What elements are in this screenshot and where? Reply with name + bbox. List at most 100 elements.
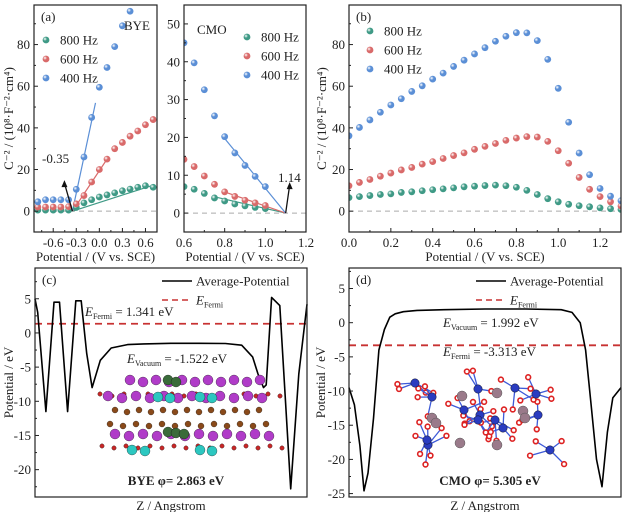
atom — [124, 374, 136, 386]
value: = 1.992 eV — [477, 315, 539, 330]
subscript: Vacuum — [135, 359, 162, 368]
atom — [526, 452, 534, 459]
x-tick-label: 1.0 — [257, 235, 273, 250]
legend-marker — [366, 46, 374, 54]
y-tick-label: -25 — [328, 486, 345, 501]
y-tick-label: 5 — [25, 291, 32, 306]
data-point — [492, 181, 499, 189]
atom — [456, 390, 468, 402]
data-point — [502, 32, 510, 40]
atom — [242, 390, 254, 402]
data-point — [492, 37, 499, 45]
atom — [193, 428, 205, 440]
data-point — [241, 202, 249, 210]
average-potential-curve — [34, 296, 308, 490]
data-point — [88, 178, 96, 186]
data-point — [460, 183, 468, 191]
data-point — [471, 145, 478, 153]
fermi-annotation: EFermi = -3.313 eV — [442, 344, 536, 361]
atom — [461, 421, 468, 429]
value: = -3.313 eV — [470, 344, 536, 359]
x-tick-label: -0.3 — [66, 235, 87, 250]
data-point — [356, 124, 363, 131]
legend-marker — [243, 71, 251, 79]
data-point — [119, 22, 126, 30]
y-tick-label: -20 — [328, 452, 345, 467]
data-point — [119, 187, 126, 195]
atom — [183, 406, 191, 414]
atom — [207, 430, 219, 442]
atom — [215, 376, 227, 388]
atom — [410, 378, 420, 388]
plot-area — [349, 29, 621, 213]
data-point — [349, 194, 353, 202]
y-tick-label: 0 — [339, 204, 346, 219]
atom — [497, 376, 505, 383]
data-point — [80, 199, 88, 207]
atom — [145, 422, 153, 430]
y-axis-title: Potential / eV — [313, 346, 328, 418]
value: = -1.522 eV — [161, 351, 227, 366]
data-point — [134, 127, 142, 135]
data-point — [460, 56, 468, 64]
atom — [194, 444, 206, 456]
vacuum-annotation: EVacuum = -1.522 eV — [126, 351, 228, 368]
atom — [147, 408, 155, 416]
plot-frame — [348, 4, 622, 233]
atom — [265, 391, 271, 397]
data-point — [429, 158, 437, 166]
y-tick-label: 40 — [17, 120, 30, 135]
atom — [147, 443, 153, 449]
atom — [277, 393, 283, 399]
atom — [228, 374, 240, 386]
x-tick-label: 0.8 — [217, 235, 233, 250]
y-tick-label: 60 — [332, 79, 345, 94]
atom — [123, 430, 135, 442]
atom — [223, 422, 231, 430]
cmo-crystal-structure-image — [394, 367, 568, 468]
data-point — [251, 172, 259, 180]
vacuum-annotation: EVacuum = 1.992 eV — [442, 315, 539, 332]
atom — [459, 405, 469, 415]
x-tick-label: 0.0 — [341, 235, 357, 250]
data-point — [544, 138, 552, 145]
data-point — [617, 197, 621, 205]
data-point — [471, 182, 478, 190]
legend-marker — [243, 52, 251, 60]
data-point — [586, 171, 594, 179]
atom — [116, 392, 128, 404]
atom — [135, 406, 143, 414]
data-point — [481, 143, 489, 150]
data-point — [439, 69, 447, 77]
atom — [102, 390, 114, 402]
data-point — [57, 196, 65, 204]
atom — [509, 435, 516, 442]
data-point — [211, 194, 218, 202]
y-tick-label: 40 — [167, 54, 180, 69]
atom — [254, 374, 266, 386]
data-point — [596, 204, 604, 212]
atom — [414, 393, 421, 401]
data-point — [126, 7, 134, 15]
data-point — [450, 184, 458, 192]
atom — [159, 445, 165, 451]
atom — [491, 387, 503, 399]
data-point — [241, 196, 249, 204]
x-axis-title: Potential / (V vs. SCE) — [36, 249, 155, 264]
data-point — [231, 149, 239, 157]
plot-area — [184, 39, 306, 214]
y-tick-label: -15 — [14, 428, 31, 443]
data-point — [211, 180, 218, 188]
data-point — [88, 114, 96, 121]
data-point — [439, 155, 447, 162]
data-point — [575, 174, 583, 181]
data-point — [149, 116, 157, 123]
panel-b: 0 20 40 60 80 0.0 0.2 0.4 0.6 0.8 1.0 1.2 Potential … — [314, 4, 622, 264]
data-point — [408, 164, 416, 171]
atom — [106, 420, 114, 428]
atom — [206, 392, 218, 404]
atom — [427, 392, 437, 402]
atom — [164, 392, 176, 404]
atom — [195, 408, 203, 416]
